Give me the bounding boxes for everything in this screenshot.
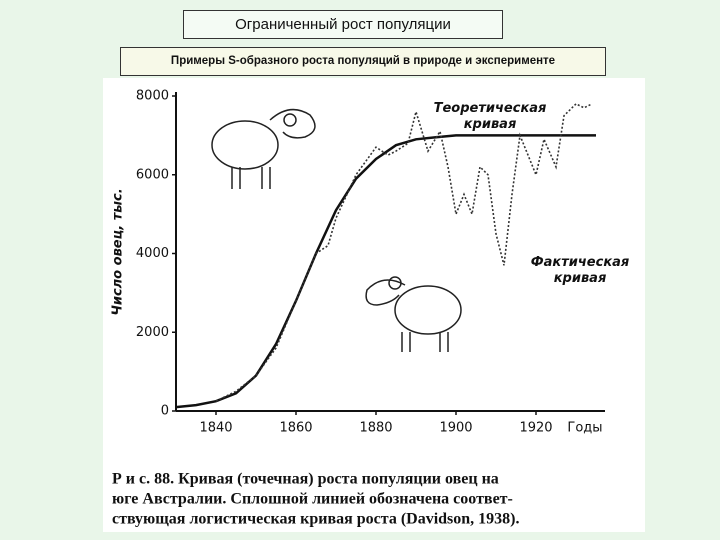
y-tick-label: 4000 bbox=[136, 246, 169, 261]
caption-line: юге Австралии. Сплошной линией обозначен… bbox=[112, 491, 513, 508]
y-tick-label: 6000 bbox=[136, 167, 169, 182]
y-tick-label: 2000 bbox=[136, 325, 169, 340]
caption-line: Р и с. 88. Кривая (точечная) роста попул… bbox=[112, 471, 499, 488]
x-axis-label: Годы bbox=[567, 421, 602, 436]
x-tick-label: 1840 bbox=[199, 421, 232, 436]
y-axis-label: Число овец, тыс. bbox=[111, 188, 126, 315]
x-tick-label: 1860 bbox=[279, 421, 312, 436]
x-tick-label: 1900 bbox=[439, 421, 472, 436]
slide-title: Ограниченный рост популяции bbox=[183, 10, 503, 39]
sheep-icon bbox=[365, 276, 462, 352]
y-tick-label: 8000 bbox=[136, 89, 169, 104]
series-line bbox=[175, 134, 596, 409]
y-tick-label: 0 bbox=[161, 404, 169, 419]
slide-subtitle: Примеры S-образного роста популяций в пр… bbox=[120, 47, 606, 76]
x-tick-label: 1880 bbox=[359, 421, 392, 436]
series-annotation: Теоретическая кривая bbox=[434, 101, 547, 132]
x-tick-label: 1920 bbox=[519, 421, 552, 436]
sheep-icon bbox=[211, 108, 316, 189]
caption-line: ствующая логистическая кривая роста (Dav… bbox=[112, 511, 520, 528]
series-annotation: Фактическая кривая bbox=[531, 255, 630, 286]
series-line bbox=[215, 102, 593, 402]
